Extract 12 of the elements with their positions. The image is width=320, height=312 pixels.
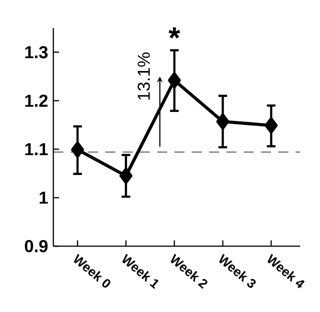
annotation: 13.1% — [138, 52, 150, 100]
point — [216, 114, 230, 130]
y-tick-label: 1.3 — [25, 46, 48, 58]
point — [120, 168, 132, 184]
y-tick-label: 1.2 — [25, 94, 48, 107]
y-tick-label: 1 — [40, 192, 48, 204]
annotation: * — [168, 27, 180, 39]
y-tick-label: 0.9 — [24, 240, 48, 252]
point — [264, 117, 278, 134]
y-tick-label: 1.1 — [25, 143, 48, 156]
point — [168, 72, 181, 88]
point — [71, 142, 84, 158]
